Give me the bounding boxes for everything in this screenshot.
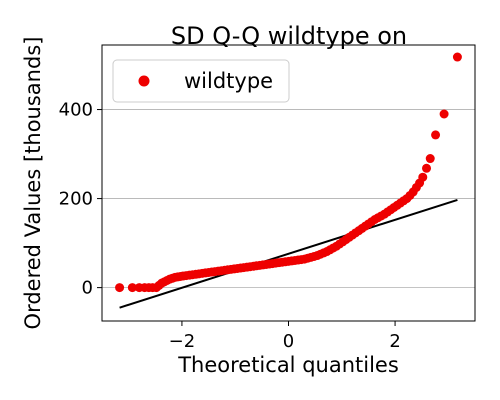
data-points [115,52,462,293]
chart-title: SD Q-Q wildtype on [171,22,407,50]
x-axis-label: Theoretical quantiles [177,353,399,377]
data-point [439,109,449,119]
x-tick-label: 0 [283,331,294,352]
legend: wildtype [112,59,290,103]
y-tick-label: 200 [59,189,93,210]
legend-label-wildtype: wildtype [184,69,273,93]
x-tick-label: −2 [169,331,196,352]
y-tick-label: 400 [59,100,93,121]
data-point [418,172,428,182]
y-tick-label: 0 [82,278,93,299]
y-axis-label: Ordered Values [thousands] [21,37,45,330]
reference-line [119,198,458,309]
x-tick-label: 2 [389,331,400,352]
data-point [431,130,441,140]
y-axis-ticks: 0 200 400 [59,100,102,299]
legend-frame [112,59,290,103]
data-point [452,52,462,62]
data-point [425,154,435,164]
data-point [127,283,137,293]
legend-marker-wildtype [138,75,150,87]
reference-line-layer [119,198,458,309]
data-point [115,283,125,293]
x-axis-ticks: −2 0 2 [169,321,401,352]
data-point [422,163,432,173]
